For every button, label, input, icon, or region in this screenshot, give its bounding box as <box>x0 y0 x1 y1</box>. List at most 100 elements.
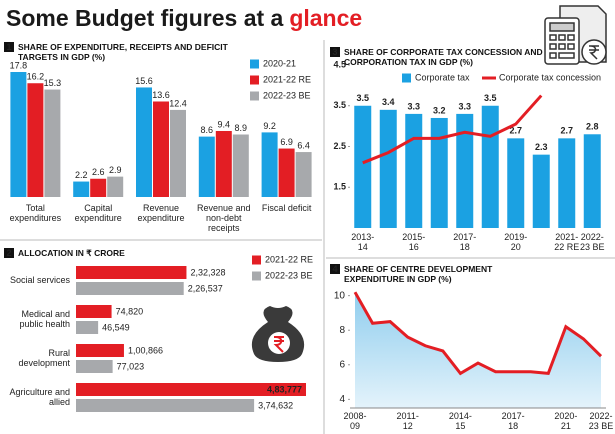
x-tick-label: 2011-12 <box>396 411 419 431</box>
bar <box>481 105 499 228</box>
x-tick-label: 2008-09 <box>343 411 367 431</box>
y-tick-label: Agriculture and allied <box>9 387 70 407</box>
data-label: 6.9 <box>280 137 293 147</box>
title-main: Some Budget figures at a <box>6 5 284 31</box>
badge <box>4 248 14 258</box>
data-label: 1,00,866 <box>128 345 163 355</box>
bar <box>76 282 184 295</box>
bar <box>44 89 61 197</box>
title-highlight: glance <box>289 5 362 31</box>
bar <box>430 117 448 228</box>
badge-number: 2 <box>6 248 11 258</box>
badge <box>330 47 340 57</box>
y-tick-label: 6 <box>339 359 345 370</box>
data-label: 2.6 <box>92 167 105 177</box>
calculator-icon <box>544 5 607 65</box>
bar <box>198 136 215 197</box>
y-tick-label: 3.5 <box>333 100 346 110</box>
data-label: 3.4 <box>382 97 395 107</box>
y-tick-label: Rural development <box>18 348 70 368</box>
y-tick-label: 4 <box>339 394 345 405</box>
data-label: 3.5 <box>484 93 497 103</box>
bar <box>354 105 372 228</box>
bar <box>405 113 423 228</box>
y-tick-label: 4.5 <box>333 59 346 69</box>
data-label: 9.4 <box>218 119 231 129</box>
y-tick-label: 8 <box>339 325 345 336</box>
bar <box>76 399 255 412</box>
data-label: 13.6 <box>152 90 170 100</box>
legend-swatch <box>250 75 259 85</box>
data-label: 12.4 <box>169 98 187 108</box>
chart-title: ALLOCATION IN ₹ CRORE <box>18 248 125 258</box>
bar <box>76 383 306 396</box>
data-label: 2.7 <box>509 126 522 136</box>
bar <box>27 83 44 197</box>
legend-label: Corporate tax concession <box>499 72 601 82</box>
bar <box>73 181 90 197</box>
badge-number: 3 <box>332 47 337 57</box>
bar <box>532 154 550 228</box>
data-label: 3.3 <box>458 101 471 111</box>
bar <box>558 138 576 228</box>
legend-swatch <box>250 91 259 101</box>
bar <box>76 360 113 373</box>
bar <box>10 72 27 197</box>
legend-label: 2021-22 RE <box>263 74 311 84</box>
area <box>355 292 601 408</box>
chart-title: SHARE OF CENTRE DEVELOPMENT EXPENDITURE … <box>344 264 493 284</box>
y-tick-label: 1.5 <box>333 182 346 192</box>
bar <box>153 101 169 197</box>
y-tick-label: 2.5 <box>333 141 346 151</box>
legend-label: 2022-23 BE <box>265 270 313 280</box>
line <box>362 94 543 165</box>
bar <box>261 132 278 197</box>
bar <box>136 87 152 197</box>
data-label: 3,74,632 <box>258 400 293 410</box>
x-tick-label: Revenue and non-debt receipts <box>197 203 251 233</box>
x-tick-label: 2020-21 <box>554 411 578 431</box>
line <box>353 291 603 376</box>
x-tick-label: 2022-23 BE <box>579 232 605 252</box>
legend-swatch <box>250 59 259 69</box>
bar <box>170 109 186 197</box>
bar <box>456 113 474 228</box>
bar <box>107 176 124 197</box>
x-tick-label: 2015-16 <box>402 232 426 252</box>
x-tick-label: 2021-22 RE <box>554 232 580 252</box>
data-label: 2.7 <box>560 126 573 136</box>
bar <box>76 266 187 279</box>
data-label: 2.2 <box>75 170 88 180</box>
data-label: 3.3 <box>407 101 420 111</box>
bar <box>76 344 124 357</box>
x-tick-label: Capital expenditure <box>74 203 122 223</box>
chart-title: SHARE OF EXPENDITURE, RECEIPTS AND DEFIC… <box>18 42 228 62</box>
legend-label: 2021-22 RE <box>265 254 313 264</box>
data-label: 4,83,777 <box>267 384 302 394</box>
page-title: Some Budget figures at a glance <box>6 5 362 31</box>
legend-label: 2022-23 BE <box>263 90 311 100</box>
data-label: 6.4 <box>297 140 310 150</box>
y-tick-label: Social services <box>9 275 70 285</box>
bar <box>76 305 112 318</box>
data-label: 2.9 <box>109 165 122 175</box>
y-tick-label: Medical and public health <box>19 309 70 329</box>
x-tick-label: 2017-18 <box>453 232 477 252</box>
data-label: 2,26,537 <box>188 283 223 293</box>
bar <box>379 109 397 228</box>
data-label: 16.2 <box>27 72 45 82</box>
x-tick-label: 2022-23 BE <box>588 411 614 431</box>
data-label: 77,023 <box>117 361 145 371</box>
legend-swatch <box>402 73 411 83</box>
badge-number: 1 <box>6 42 11 52</box>
bar <box>295 152 312 197</box>
x-tick-label: 2019-20 <box>504 232 528 252</box>
bar <box>583 134 601 228</box>
badge-number: 4 <box>332 264 337 274</box>
x-tick-label: Total expenditures <box>9 203 62 223</box>
badge <box>330 264 340 274</box>
legend-label: 2020-21 <box>263 58 296 68</box>
data-label: 17.8 <box>10 60 28 70</box>
